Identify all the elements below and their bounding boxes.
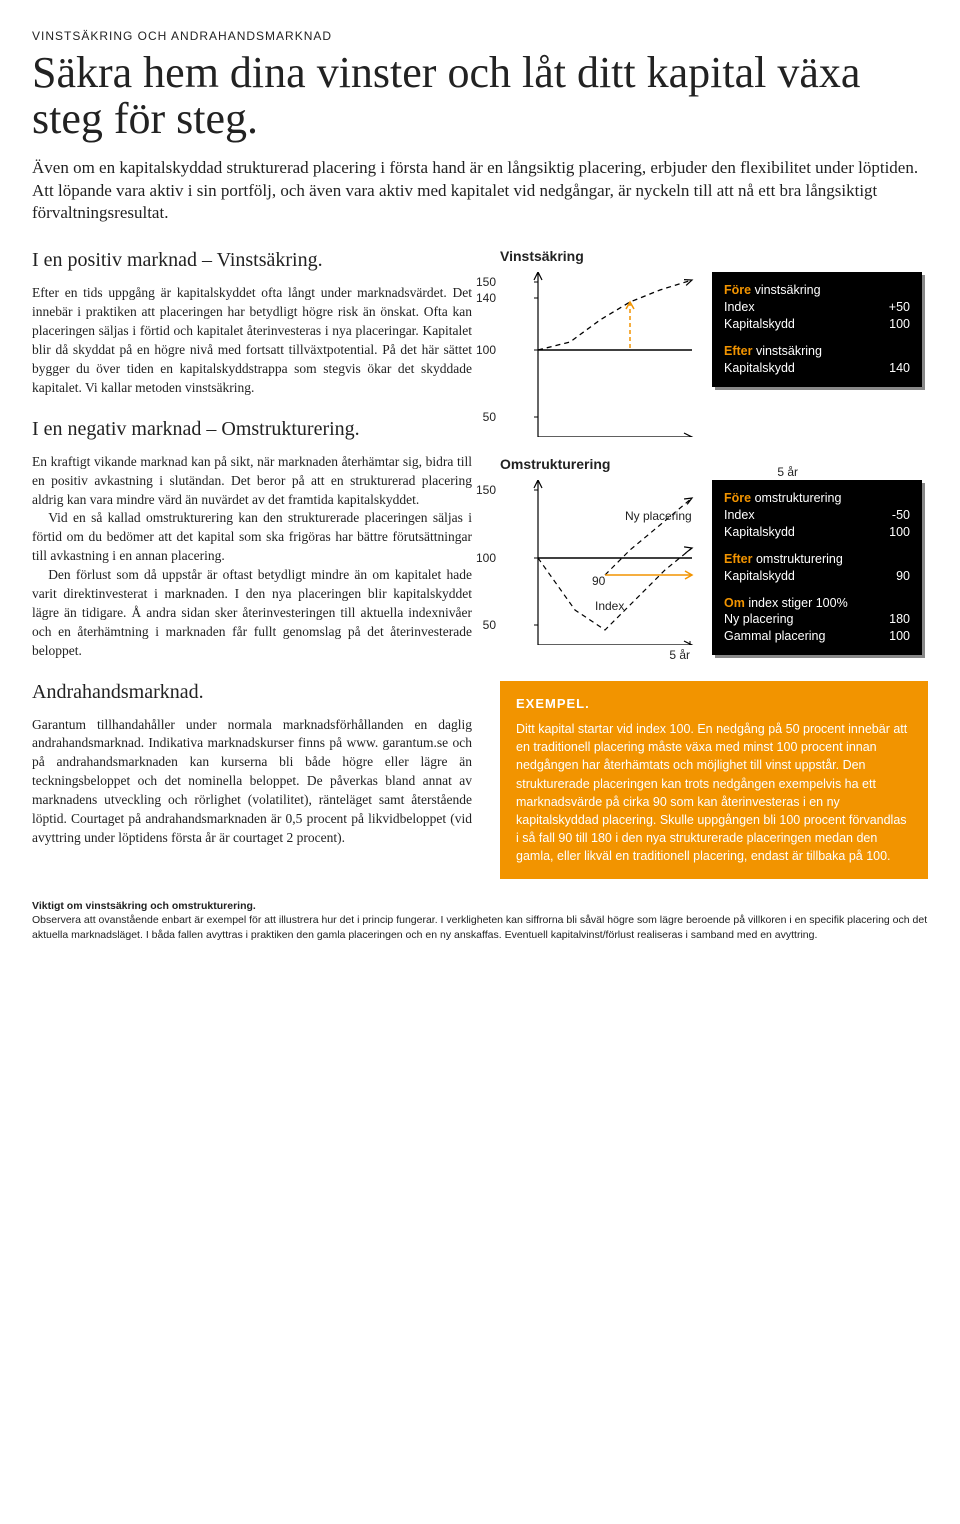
chart1-svg (530, 272, 700, 437)
c2-l-r2b: 100 (889, 524, 910, 541)
c1-l-r3b: 140 (889, 360, 910, 377)
chart2-title: Omstrukturering (500, 455, 610, 474)
chart2-ytick: 150 (476, 482, 496, 498)
c2-l-r1b: -50 (892, 507, 910, 524)
c2-l-r5a: Gammal placering (724, 628, 825, 645)
chart2-svg: Ny placering Index 90 (530, 480, 700, 645)
c2-l-h3a: Om (724, 596, 745, 610)
svg-text:Ny placering: Ny placering (625, 509, 692, 523)
page-title: Säkra hem dina vinster och låt ditt kapi… (32, 50, 928, 142)
c1-l-r1b: +50 (889, 299, 910, 316)
c2-l-r1a: Index (724, 507, 755, 524)
c2-l-r5b: 100 (889, 628, 910, 645)
s2-p3: Den förlust som då uppstår är oftast bet… (32, 566, 472, 660)
footnote-title: Viktigt om vinstsäkring och omstrukturer… (32, 900, 256, 912)
c2-l-h1a: Före (724, 491, 751, 505)
section-3-body: Garantum tillhandahåller under normala m… (32, 716, 472, 848)
s2-p2: Vid en så kallad omstrukturering kan den… (32, 509, 472, 566)
c1-l-r2a: Kapitalskydd (724, 316, 795, 333)
c2-l-r3b: 90 (896, 568, 910, 585)
c1-l-r1a: Index (724, 299, 755, 316)
section-3-heading: Andrahandsmarknad. (32, 679, 472, 706)
chart2-xlabel-above: 5 år (777, 464, 798, 480)
chart-vinstsakring: Vinstsäkring 15014010050 Före vinstsäkri… (500, 247, 928, 437)
c2-l-h1b: omstrukturering (751, 491, 841, 505)
chart2-legend: Före omstrukturering Index -50 Kapitalsky… (712, 480, 922, 655)
chart1-legend: Före vinstsäkring Index +50 Kapitalskydd 1… (712, 272, 922, 386)
c1-l-h2b: vinstsäkring (752, 344, 821, 358)
chart2-ytick: 50 (483, 617, 496, 633)
footnote: Viktigt om vinstsäkring och omstrukturer… (32, 899, 928, 942)
lede-paragraph: Även om en kapitalskyddad strukturerad p… (32, 157, 928, 226)
left-column: I en positiv marknad – Vinstsäkring. Eft… (32, 247, 472, 879)
chart1-ytick: 150 (476, 274, 496, 290)
chart1-title: Vinstsäkring (500, 247, 928, 266)
section-2-heading: I en negativ marknad – Omstrukturering. (32, 416, 472, 443)
eyebrow: VINSTSÄKRING OCH ANDRAHANDSMARKNAD (32, 28, 928, 44)
c2-l-h3b: index stiger 100% (745, 596, 848, 610)
section-1-heading: I en positiv marknad – Vinstsäkring. (32, 247, 472, 274)
c2-l-r4b: 180 (889, 611, 910, 628)
c1-l-r3a: Kapitalskydd (724, 360, 795, 377)
right-column: Vinstsäkring 15014010050 Före vinstsäkri… (500, 247, 928, 879)
s2-p1: En kraftigt vikande marknad kan på sikt,… (32, 454, 472, 507)
chart2-ytick: 100 (476, 550, 496, 566)
chart1-ytick: 140 (476, 290, 496, 306)
c1-l-h2a: Efter (724, 344, 752, 358)
chart2-axes: 15010050 Ny placeringIndex90 5 år (530, 480, 700, 663)
example-body: Ditt kapital startar vid index 100. En n… (516, 720, 912, 865)
chart-omstrukturering: Omstrukturering 5 år 15010050 Ny placeri… (500, 455, 928, 663)
c1-l-h1b: vinstsäkring (751, 283, 820, 297)
c2-l-h2b: omstrukturering (752, 552, 842, 566)
chart1-ytick: 50 (483, 409, 496, 425)
chart2-xlabel-below: 5 år (530, 647, 700, 663)
c2-l-r2a: Kapitalskydd (724, 524, 795, 541)
chart1-axes: 15014010050 (530, 272, 700, 437)
two-column-layout: I en positiv marknad – Vinstsäkring. Eft… (32, 247, 928, 879)
section-1-body: Efter en tids uppgång är kapitalskyddet … (32, 284, 472, 397)
example-title: EXEMPEL. (516, 695, 912, 714)
section-2-body: En kraftigt vikande marknad kan på sikt,… (32, 453, 472, 661)
c2-l-r4a: Ny placering (724, 611, 793, 628)
c2-l-r3a: Kapitalskydd (724, 568, 795, 585)
svg-text:Index: Index (595, 599, 624, 613)
chart1-ytick: 100 (476, 342, 496, 358)
example-box: EXEMPEL. Ditt kapital startar vid index … (500, 681, 928, 879)
c2-l-h2a: Efter (724, 552, 752, 566)
c1-l-r2b: 100 (889, 316, 910, 333)
svg-text:90: 90 (592, 574, 606, 588)
footnote-body: Observera att ovanstående enbart är exem… (32, 914, 927, 940)
c1-l-h1a: Före (724, 283, 751, 297)
